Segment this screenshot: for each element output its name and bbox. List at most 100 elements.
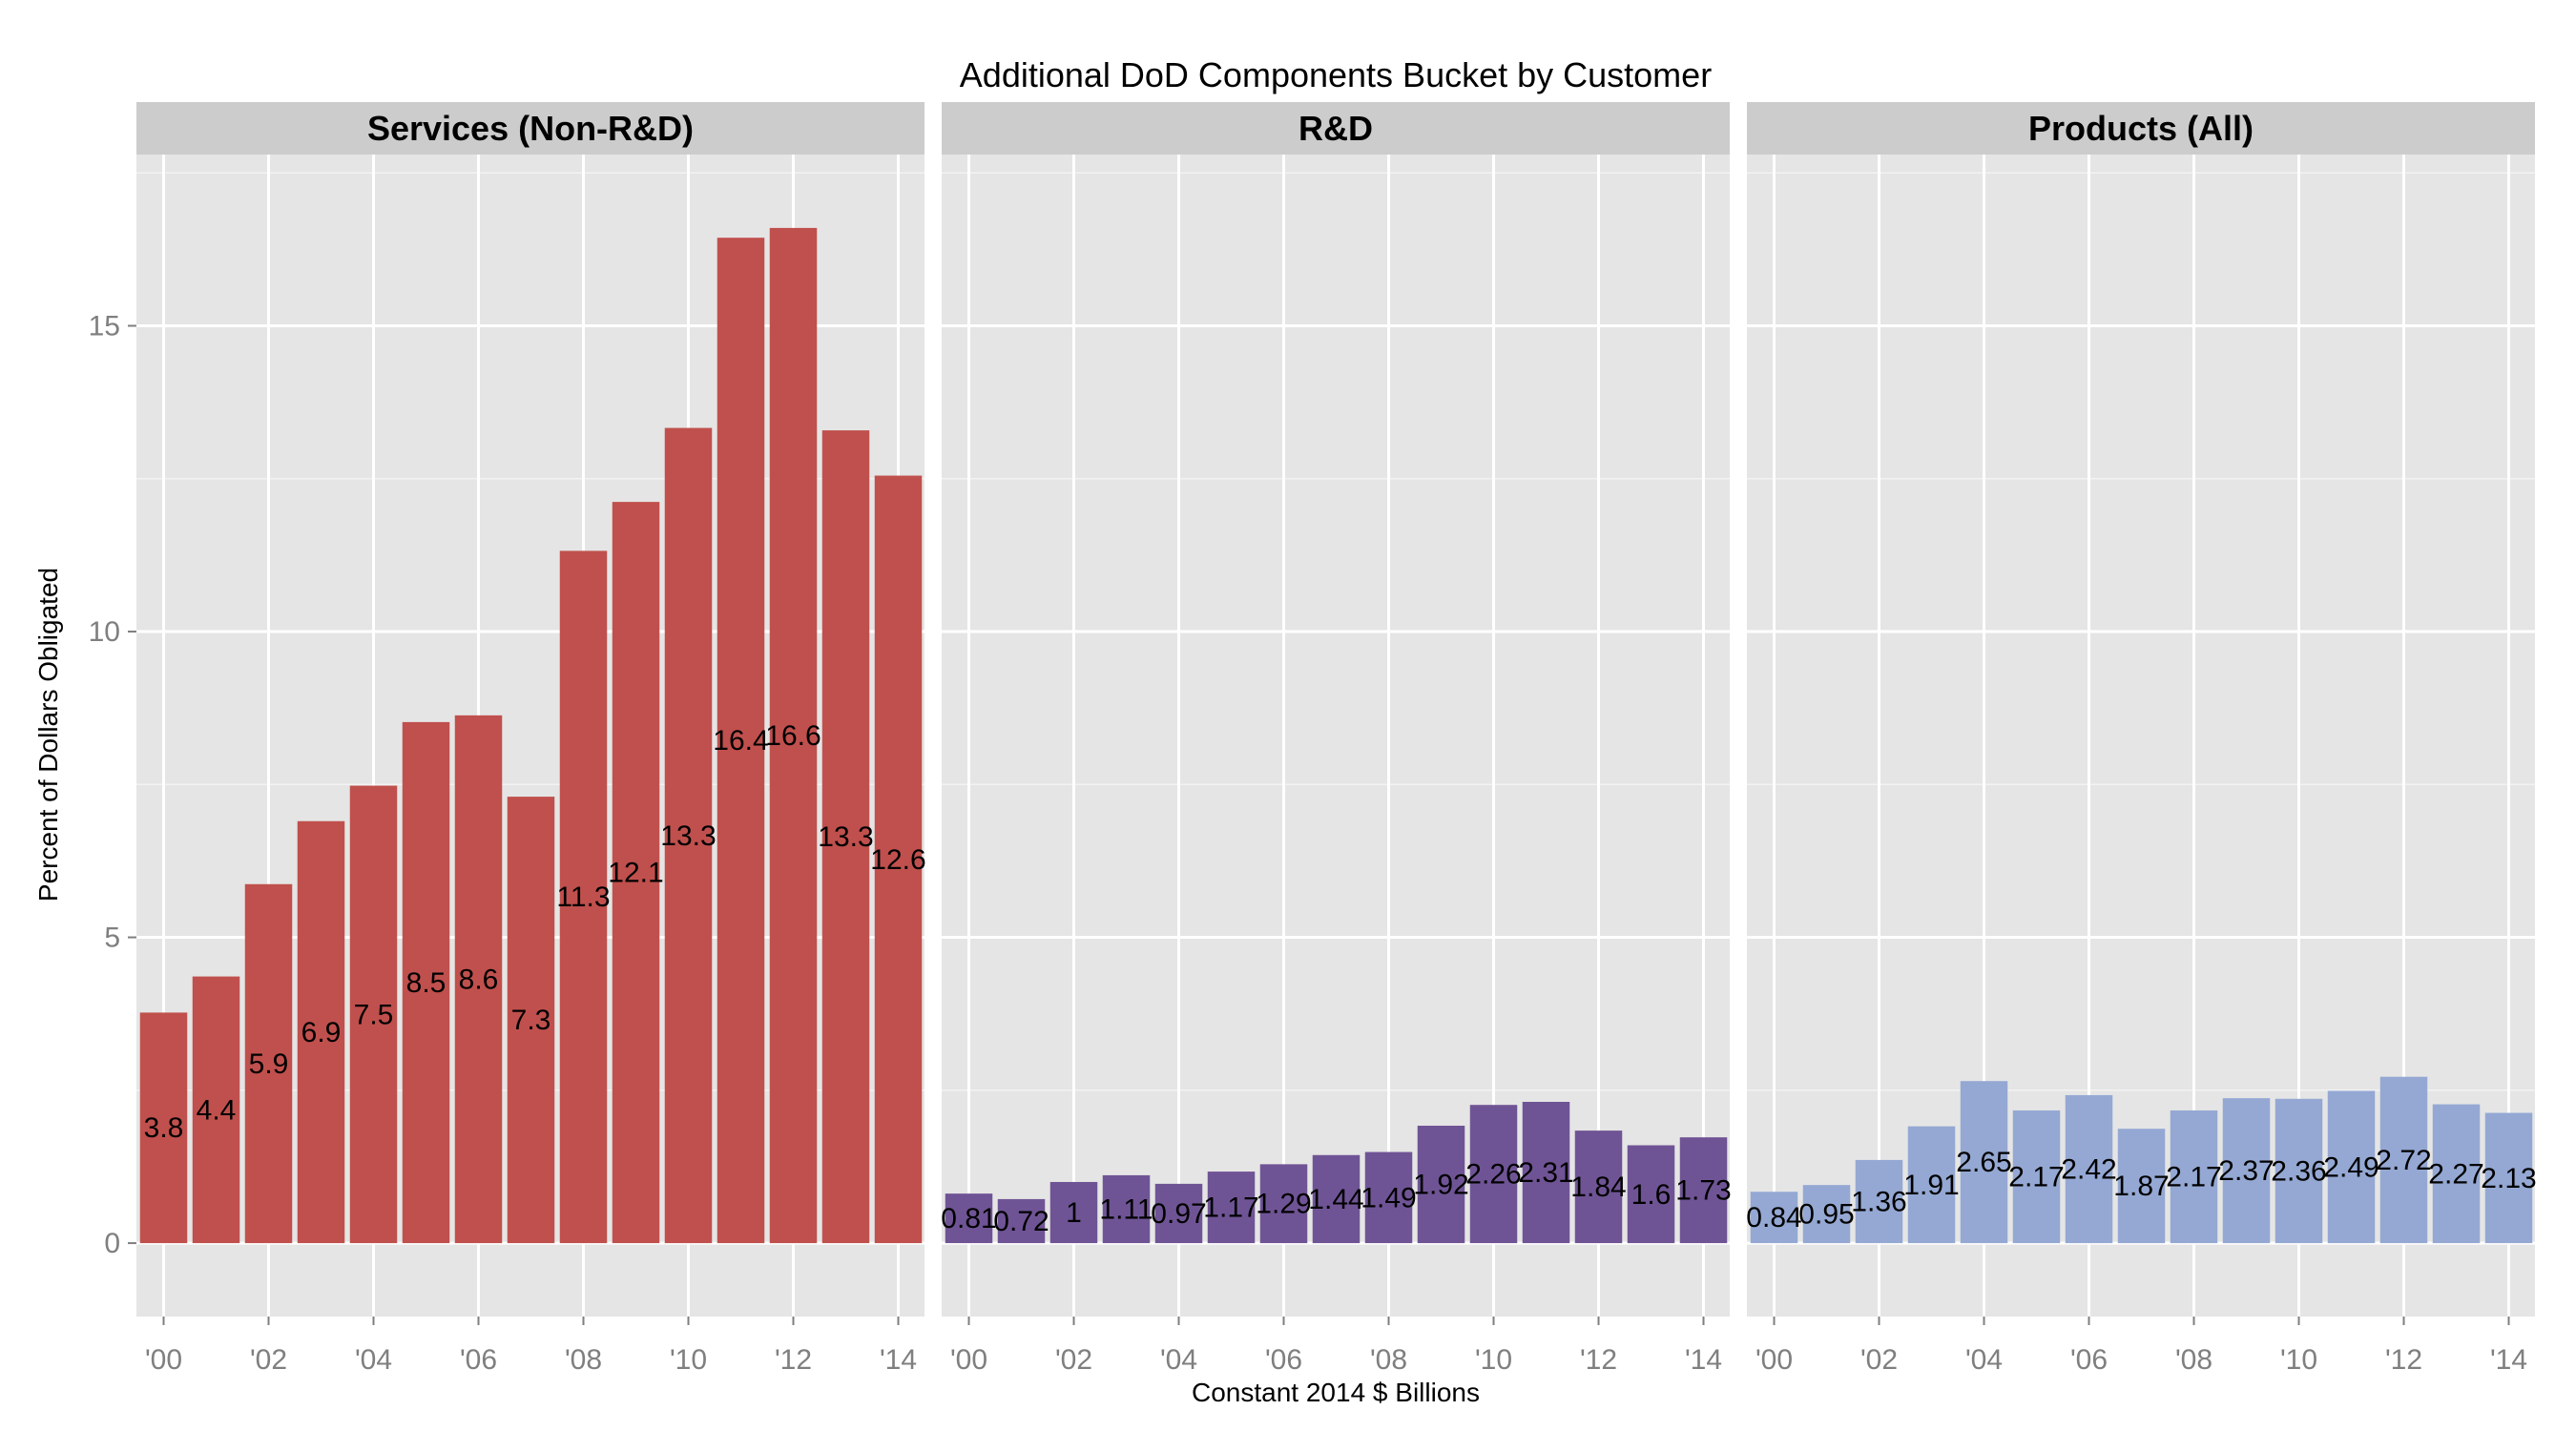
x-tick-label: '00 bbox=[1755, 1344, 1793, 1376]
data-label: 2.36 bbox=[2271, 1155, 2326, 1187]
x-tick-label: '00 bbox=[145, 1344, 182, 1376]
data-label: 0.95 bbox=[1798, 1199, 1854, 1231]
bar-r-d-2010 bbox=[1469, 1105, 1518, 1244]
bar-services-non-r-d-2008 bbox=[559, 550, 608, 1244]
data-label: 2.72 bbox=[2376, 1145, 2431, 1176]
x-tick-label: '00 bbox=[950, 1344, 987, 1376]
data-label: 2.42 bbox=[2061, 1154, 2116, 1186]
bar-r-d-2005 bbox=[1207, 1172, 1256, 1244]
panel-r-d: 0.810.72 1 1.110.971.171.291.441.491.922.2… bbox=[941, 102, 1732, 1376]
x-tick-label: '12 bbox=[1580, 1344, 1617, 1376]
bar-r-d-2011 bbox=[1522, 1101, 1570, 1244]
bar-products-all-2006 bbox=[2065, 1094, 2113, 1244]
bar-r-d-2009 bbox=[1417, 1125, 1465, 1244]
data-label: 6.9 bbox=[301, 1017, 342, 1048]
x-tick-label: '08 bbox=[1370, 1344, 1407, 1376]
data-label: 2.27 bbox=[2428, 1158, 2483, 1190]
data-label: 1.6 bbox=[1631, 1179, 1672, 1211]
bar-services-non-r-d-2013 bbox=[821, 430, 870, 1244]
data-label: 2.31 bbox=[1518, 1157, 1573, 1189]
bar-services-non-r-d-2003 bbox=[297, 820, 345, 1244]
data-label: 2.65 bbox=[1956, 1147, 2011, 1178]
facet-strip bbox=[942, 102, 1730, 155]
data-label: 2.17 bbox=[2008, 1162, 2064, 1193]
data-label: 5.9 bbox=[249, 1048, 289, 1080]
data-label: 1.29 bbox=[1256, 1189, 1311, 1220]
bar-r-d-2008 bbox=[1364, 1151, 1413, 1244]
bar-products-all-2014 bbox=[2484, 1112, 2533, 1244]
x-tick-label: '12 bbox=[775, 1344, 812, 1376]
x-tick-label: '06 bbox=[460, 1344, 497, 1376]
facet-title: Products (All) bbox=[2028, 109, 2254, 148]
x-tick-label: '02 bbox=[250, 1344, 287, 1376]
facet-title: R&D bbox=[1298, 109, 1373, 148]
bar-services-non-r-d-2002 bbox=[244, 883, 293, 1244]
x-tick-label: '14 bbox=[880, 1344, 917, 1376]
data-label: 1.11 bbox=[1099, 1193, 1153, 1225]
x-tick-label: '14 bbox=[2490, 1344, 2527, 1376]
bar-products-all-2013 bbox=[2432, 1104, 2481, 1244]
y-tick-label: 0 bbox=[104, 1228, 120, 1259]
bar-products-all-2009 bbox=[2222, 1098, 2271, 1244]
bar-products-all-2012 bbox=[2379, 1076, 2428, 1244]
x-tick-label: '04 bbox=[1160, 1344, 1197, 1376]
data-label: 1.87 bbox=[2113, 1171, 2169, 1202]
x-tick-label: '02 bbox=[1055, 1344, 1092, 1376]
bar-products-all-2000 bbox=[1750, 1192, 1798, 1244]
data-label: 16.6 bbox=[765, 720, 821, 752]
data-label: 11.3 bbox=[556, 881, 610, 913]
data-label: 0.81 bbox=[941, 1203, 996, 1234]
x-tick-label: '10 bbox=[670, 1344, 707, 1376]
x-tick-label: '06 bbox=[1265, 1344, 1302, 1376]
bar-services-non-r-d-2007 bbox=[507, 797, 555, 1244]
x-tick-label: '08 bbox=[2175, 1344, 2212, 1376]
x-tick-label: '14 bbox=[1685, 1344, 1722, 1376]
bar-products-all-2001 bbox=[1802, 1185, 1851, 1244]
facet-panels: 3.8 4.4 5.9 6.9 7.5 8.5 8.6 7.3 11.312.1 13.3 16.4… bbox=[89, 102, 2537, 1376]
data-label: 8.6 bbox=[459, 964, 499, 995]
facet-title: Services (Non-R&D) bbox=[367, 109, 694, 148]
bar-products-all-2011 bbox=[2327, 1090, 2376, 1244]
data-label: 1.49 bbox=[1361, 1182, 1416, 1213]
bar-r-d-2003 bbox=[1102, 1174, 1151, 1244]
bar-services-non-r-d-2009 bbox=[612, 502, 660, 1244]
bar-services-non-r-d-2005 bbox=[402, 721, 450, 1244]
panel-products-all: 0.840.951.361.912.652.172.421.872.172.37… bbox=[1746, 102, 2537, 1376]
data-label: 7.5 bbox=[354, 999, 394, 1030]
bar-services-non-r-d-2001 bbox=[192, 976, 240, 1244]
bar-products-all-2005 bbox=[2012, 1110, 2061, 1244]
data-label: 1 bbox=[1066, 1197, 1082, 1229]
data-label: 0.84 bbox=[1746, 1202, 1801, 1234]
bar-products-all-2004 bbox=[1960, 1081, 2008, 1244]
data-label: 3.8 bbox=[144, 1112, 184, 1144]
x-tick-label: '10 bbox=[1475, 1344, 1512, 1376]
panel-services-non-r-d: 3.8 4.4 5.9 6.9 7.5 8.5 8.6 7.3 11.312.1 13.3 16.4… bbox=[136, 102, 926, 1376]
x-tick-label: '02 bbox=[1860, 1344, 1898, 1376]
data-label: 0.97 bbox=[1151, 1198, 1206, 1230]
x-tick-label: '04 bbox=[1965, 1344, 2003, 1376]
data-label: 13.3 bbox=[818, 821, 873, 853]
data-label: 1.17 bbox=[1203, 1192, 1258, 1224]
bar-services-non-r-d-2004 bbox=[349, 785, 398, 1244]
data-label: 7.3 bbox=[511, 1005, 551, 1036]
bar-products-all-2008 bbox=[2170, 1110, 2218, 1244]
data-label: 4.4 bbox=[197, 1094, 237, 1126]
data-label: 12.6 bbox=[870, 844, 925, 876]
bar-services-non-r-d-2012 bbox=[769, 227, 818, 1244]
data-label: 1.44 bbox=[1308, 1184, 1363, 1215]
y-tick-label: 10 bbox=[89, 616, 120, 648]
bar-products-all-2003 bbox=[1907, 1126, 1956, 1244]
y-tick-label: 15 bbox=[89, 310, 120, 342]
data-label: 12.1 bbox=[608, 858, 663, 889]
chart-title: Additional DoD Components Bucket by Cust… bbox=[960, 55, 1712, 94]
bar-products-all-2007 bbox=[2117, 1129, 2166, 1244]
x-tick-label: '06 bbox=[2070, 1344, 2108, 1376]
x-tick-label: '04 bbox=[355, 1344, 392, 1376]
bar-services-non-r-d-2000 bbox=[139, 1012, 188, 1244]
bar-r-d-2002 bbox=[1049, 1181, 1098, 1244]
bar-r-d-2012 bbox=[1574, 1130, 1623, 1244]
data-label: 13.3 bbox=[660, 820, 716, 852]
facet-strip bbox=[1747, 102, 2535, 155]
bar-r-d-2013 bbox=[1627, 1145, 1675, 1244]
